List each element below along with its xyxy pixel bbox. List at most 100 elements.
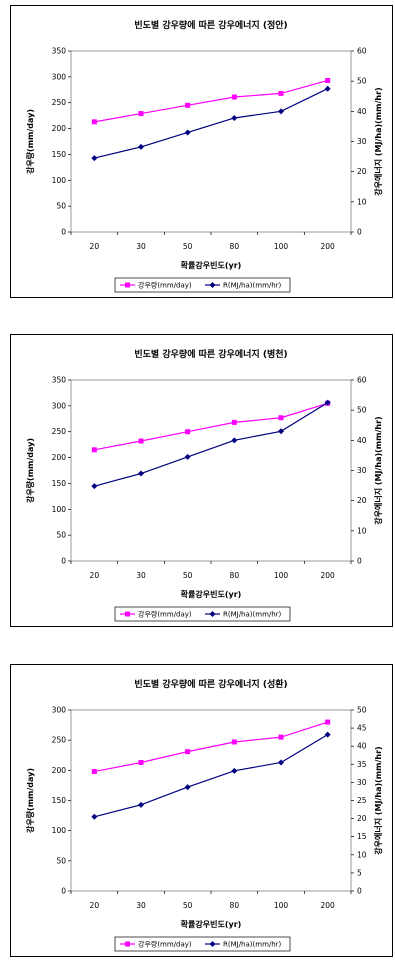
energy-series-line	[94, 734, 328, 818]
energy-point	[138, 470, 144, 477]
legend-box	[114, 606, 291, 622]
x-tick-label: 50	[183, 901, 193, 910]
energy-point	[231, 114, 238, 121]
x-tick-label: 100	[274, 242, 289, 251]
y-tick-label-left: 100	[52, 505, 67, 514]
legend-box	[114, 277, 291, 293]
y-tick-label-right: 20	[357, 167, 367, 176]
x-tick-label: 200	[321, 571, 336, 580]
y-tick-label-left: 100	[52, 826, 67, 835]
legend-rainfall-marker	[125, 282, 130, 288]
chart-svg-2: 빈도별 강우량에 따른 강우에너지 (병천)050100150200250300…	[25, 348, 383, 622]
rainfall-point	[185, 749, 191, 755]
y-axis-label-left: 강우량(mm/day)	[25, 438, 35, 503]
y-tick-label-right: 60	[357, 376, 367, 385]
legend-energy-marker	[209, 282, 216, 288]
x-axis-label: 확률강우빈도(yr)	[181, 589, 242, 599]
x-tick-label: 200	[321, 901, 336, 910]
y-tick-label-right: 5	[357, 868, 362, 877]
rainfall-point	[91, 447, 97, 453]
x-tick-label: 80	[230, 242, 240, 251]
y-tick-label-left: 300	[52, 401, 67, 410]
legend-energy-marker	[209, 611, 216, 617]
x-tick-label: 30	[136, 901, 146, 910]
chart-panel-3: 빈도별 강우량에 따른 강우에너지 (성환) 0 50 100 150 200 250 300…	[10, 664, 393, 957]
y-tick-label-right: 20	[357, 496, 367, 505]
legend-rainfall-label: 강우량(mm/day)	[138, 940, 192, 949]
chart-title: 빈도별 강우량에 따른 강우에너지 (성환)	[134, 678, 287, 690]
energy-point	[138, 143, 144, 150]
legend-rainfall-marker	[125, 611, 130, 617]
y-tick-label-right: 40	[357, 742, 367, 751]
rainfall-point	[138, 111, 144, 117]
y-tick-label-left: 100	[52, 176, 67, 185]
rainfall-point	[91, 769, 97, 775]
y-tick-label-right: 10	[357, 197, 367, 206]
x-tick-label: 30	[136, 242, 146, 251]
chart-panel-1: 빈도별 강우량에 따른 강우에너지 (정안) 0 50 100 150 200 250 300…	[10, 5, 393, 298]
y-tick-label-right: 50	[357, 406, 367, 415]
y-tick-label-right: 10	[357, 526, 367, 535]
y-tick-label-right: 0	[357, 557, 362, 566]
energy-point	[184, 784, 191, 791]
y-tick-label-left: 50	[56, 531, 66, 540]
rainfall-series-line	[94, 721, 328, 773]
x-tick-label: 20	[90, 901, 100, 910]
y-tick-label-right: 0	[357, 887, 362, 896]
x-tick-label: 80	[230, 571, 240, 580]
legend-energy-label: R(MJ/ha)(mm/hr)	[223, 941, 282, 949]
y-tick-label-left: 250	[52, 736, 67, 745]
rainfall-point	[185, 429, 191, 435]
y-tick-label-right: 30	[357, 137, 367, 146]
rainfall-series-line	[94, 79, 328, 123]
energy-point	[91, 155, 98, 162]
legend-rainfall-marker	[125, 941, 130, 947]
energy-series-line	[94, 88, 328, 159]
energy-point	[184, 453, 191, 460]
legend-energy-marker	[209, 941, 216, 947]
y-tick-label-right: 50	[357, 706, 367, 715]
rainfall-series-line	[94, 402, 328, 451]
x-tick-label: 20	[90, 571, 100, 580]
rainfall-point	[278, 90, 284, 96]
y-tick-label-right: 35	[357, 760, 367, 769]
legend-rainfall-label: 강우량(mm/day)	[138, 281, 192, 290]
y-tick-label-right: 60	[357, 47, 367, 56]
energy-point	[278, 108, 284, 115]
y-tick-label-right: 0	[357, 228, 362, 237]
energy-series-line	[94, 402, 328, 487]
energy-point	[91, 813, 98, 820]
rainfall-point	[231, 739, 237, 745]
rainfall-point	[138, 759, 144, 765]
y-tick-label-right: 30	[357, 466, 367, 475]
chart-title: 빈도별 강우량에 따른 강우에너지 (정안)	[134, 19, 287, 31]
y-axis-label-right: 강우에너지 (MJ/ha)(mm/hr)	[373, 416, 383, 524]
energy-point	[324, 731, 331, 738]
energy-point	[231, 767, 238, 774]
energy-point	[231, 437, 238, 444]
x-tick-label: 100	[274, 901, 289, 910]
y-tick-label-right: 25	[357, 796, 367, 805]
y-tick-label-left: 0	[61, 557, 66, 566]
y-tick-label-left: 200	[52, 453, 67, 462]
x-tick-label: 20	[90, 242, 100, 251]
y-tick-label-right: 40	[357, 107, 367, 116]
energy-point	[184, 129, 191, 136]
y-tick-label-left: 0	[61, 887, 66, 896]
plot-area	[70, 379, 352, 562]
chart-svg-1: 빈도별 강우량에 따른 강우에너지 (정안)050100150200250300…	[25, 19, 383, 293]
y-axis-label-left: 강우량(mm/day)	[25, 768, 35, 833]
y-axis-label-left: 강우량(mm/day)	[25, 109, 35, 174]
rainfall-point	[138, 438, 144, 444]
y-tick-label-left: 350	[52, 376, 67, 385]
y-tick-label-left: 150	[52, 796, 67, 805]
plot-area	[70, 709, 352, 892]
y-tick-label-left: 250	[52, 98, 67, 107]
y-tick-label-left: 300	[52, 706, 67, 715]
x-tick-label: 100	[274, 571, 289, 580]
y-tick-label-right: 40	[357, 436, 367, 445]
rainfall-point	[91, 119, 97, 125]
chart-panel-2: 빈도별 강우량에 따른 강우에너지 (병천) 0 50 100 150 200 250 300…	[10, 334, 393, 627]
y-axis-label-right: 강우에너지 (MJ/ha)(mm/hr)	[373, 746, 383, 854]
x-axis-label: 확률강우빈도(yr)	[181, 919, 242, 929]
